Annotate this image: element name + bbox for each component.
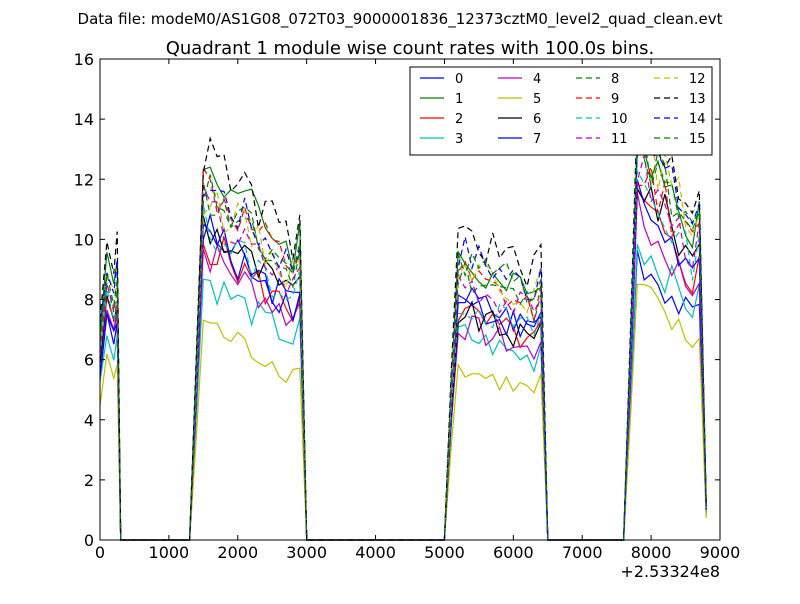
legend-label-15: 15	[689, 132, 706, 147]
y-tick-label: 0	[84, 531, 94, 550]
series-line-14	[99, 109, 707, 541]
y-tick-label: 8	[84, 291, 94, 310]
x-tick-label: 1000	[149, 543, 190, 562]
x-tick-label: 7000	[562, 543, 603, 562]
x-tick-label: 2000	[217, 543, 258, 562]
series-line-7	[99, 179, 707, 541]
chart-title: Quadrant 1 module wise count rates with …	[166, 38, 655, 59]
series-line-0	[99, 212, 707, 541]
legend-label-10: 10	[611, 112, 628, 127]
legend-label-7: 7	[533, 132, 541, 147]
legend-box	[409, 66, 713, 156]
x-tick-label: 3000	[286, 543, 327, 562]
axis-ticks: 0 1000 2000 3000 4000 5000 6000 7000 8000 9000 0 2 4…	[74, 50, 741, 562]
x-tick-label: 4000	[355, 543, 396, 562]
legend-label-12: 12	[689, 72, 706, 87]
legend-label-2: 2	[455, 112, 463, 127]
series-line-12	[99, 109, 707, 541]
y-tick-label: 12	[74, 170, 94, 189]
x-tick-label: 6000	[493, 543, 534, 562]
series-line-5	[99, 283, 707, 541]
y-tick-label: 4	[84, 411, 94, 430]
legend-label-3: 3	[455, 132, 463, 147]
axes-frame	[99, 58, 721, 541]
plot-area	[99, 107, 707, 541]
series-line-4	[99, 192, 707, 541]
series-line-1	[99, 149, 707, 541]
y-tick-label: 2	[84, 471, 94, 490]
y-tick-label: 16	[74, 50, 94, 69]
series-line-8	[99, 132, 707, 541]
x-offset-label: +2.53324e8	[620, 562, 720, 581]
y-tick-label: 6	[84, 351, 94, 370]
series-line-3	[99, 244, 707, 541]
series-line-11	[99, 155, 707, 541]
legend-label-9: 9	[611, 92, 619, 107]
legend-label-0: 0	[455, 72, 463, 87]
legend-label-11: 11	[611, 132, 628, 147]
series-line-10	[99, 168, 707, 541]
series-line-6	[99, 185, 707, 541]
legend-label-4: 4	[533, 72, 541, 87]
y-tick-label: 10	[74, 230, 94, 249]
y-tick-label: 14	[74, 110, 94, 129]
series-line-13	[99, 107, 707, 541]
x-tick-label: 8000	[631, 543, 672, 562]
series-line-2	[99, 186, 707, 541]
legend-label-1: 1	[455, 92, 463, 107]
figure-suptitle: Data file: modeM0/AS1G08_072T03_90000018…	[78, 10, 723, 29]
series-line-9	[99, 164, 707, 541]
x-tick-label: 9000	[700, 543, 741, 562]
legend-label-5: 5	[533, 92, 541, 107]
legend-label-6: 6	[533, 112, 541, 127]
x-tick-label: 0	[95, 543, 105, 562]
legend-label-8: 8	[611, 72, 619, 87]
legend-label-13: 13	[689, 92, 706, 107]
series-line-15	[99, 130, 707, 541]
legend-label-14: 14	[689, 112, 706, 127]
x-tick-label: 5000	[424, 543, 465, 562]
